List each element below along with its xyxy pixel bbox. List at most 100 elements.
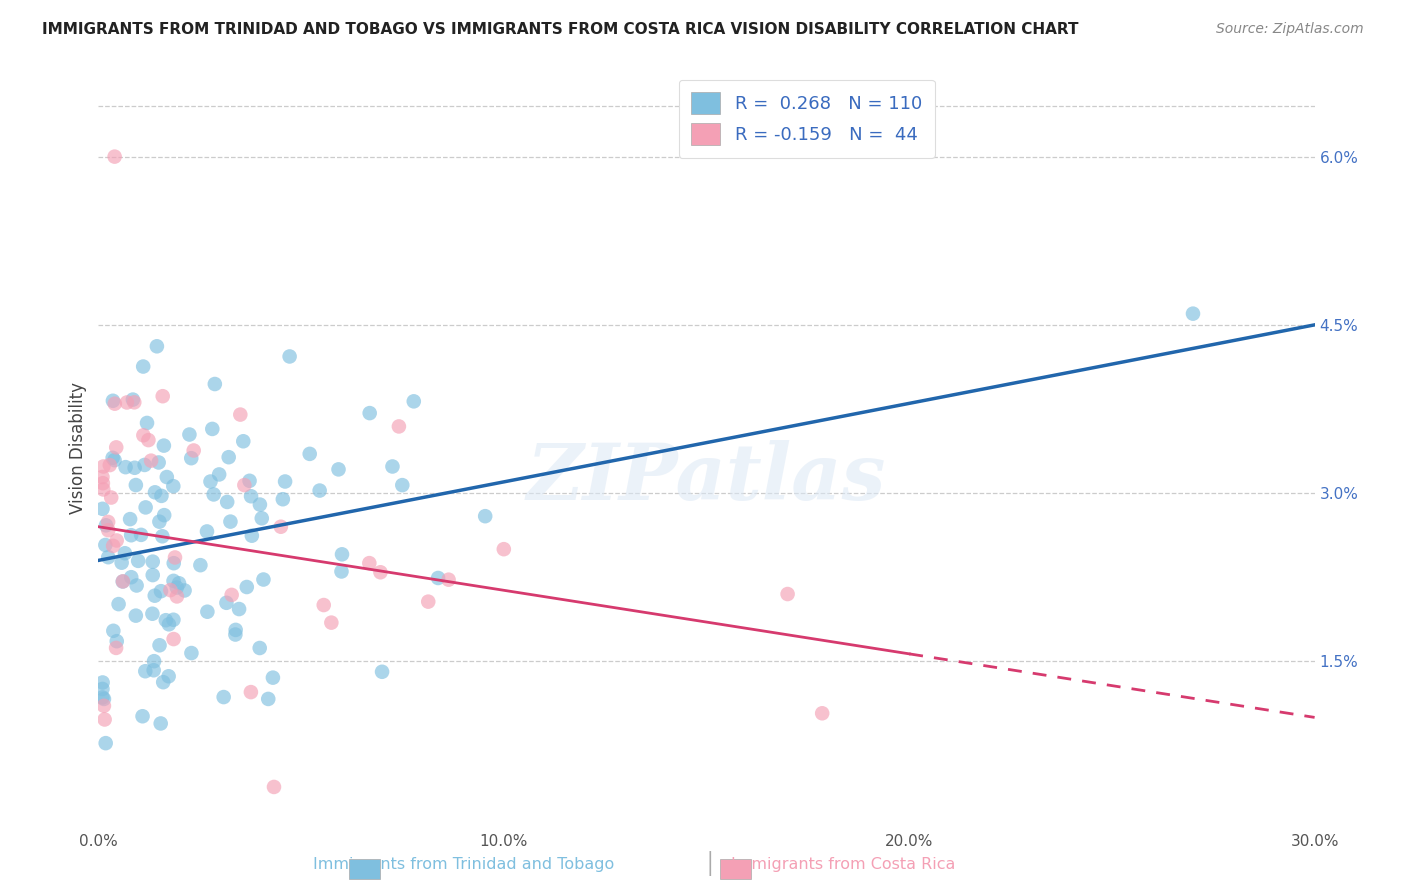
Point xyxy=(105,640,128,655)
Point xyxy=(148,515,170,529)
Point xyxy=(91,681,114,696)
Point xyxy=(143,589,166,603)
Point xyxy=(103,453,125,467)
Point xyxy=(162,479,184,493)
Point xyxy=(136,416,159,430)
Point xyxy=(127,554,149,568)
Point xyxy=(217,495,239,509)
Point xyxy=(330,565,353,579)
Point xyxy=(93,713,115,727)
Point xyxy=(132,428,155,442)
Point xyxy=(142,555,165,569)
Point xyxy=(159,583,181,598)
Point xyxy=(149,716,172,731)
Point xyxy=(201,422,224,436)
Text: │: │ xyxy=(704,851,716,876)
Point xyxy=(124,460,146,475)
Point xyxy=(278,350,301,364)
Point xyxy=(381,459,404,474)
Point xyxy=(252,573,274,587)
Point xyxy=(91,501,114,516)
Point xyxy=(134,664,156,678)
Point xyxy=(114,546,136,560)
Point xyxy=(142,568,165,582)
Point xyxy=(91,476,114,491)
Point xyxy=(388,419,411,434)
Point xyxy=(135,500,157,515)
Text: Immigrants from Costa Rica: Immigrants from Costa Rica xyxy=(731,857,956,872)
Point xyxy=(94,538,117,552)
Point xyxy=(402,394,425,409)
Point xyxy=(225,623,247,637)
Point xyxy=(105,533,128,548)
Point xyxy=(132,359,155,374)
Point xyxy=(312,598,335,612)
Point xyxy=(104,150,127,164)
Point xyxy=(224,627,246,641)
Point xyxy=(104,397,127,411)
Point xyxy=(94,736,117,750)
Point xyxy=(180,451,202,466)
Point xyxy=(150,584,173,599)
Point xyxy=(321,615,343,630)
Point xyxy=(221,588,243,602)
Point xyxy=(239,685,262,699)
Point xyxy=(150,489,173,503)
Point xyxy=(208,467,231,482)
Text: IMMIGRANTS FROM TRINIDAD AND TOBAGO VS IMMIGRANTS FROM COSTA RICA VISION DISABIL: IMMIGRANTS FROM TRINIDAD AND TOBAGO VS I… xyxy=(42,22,1078,37)
Point xyxy=(811,706,834,721)
Point xyxy=(166,581,188,595)
Point xyxy=(359,406,381,420)
Point xyxy=(139,453,162,467)
Point xyxy=(124,395,146,409)
Point xyxy=(93,459,115,474)
Point xyxy=(143,654,166,668)
Point xyxy=(270,520,292,534)
Point xyxy=(427,571,450,585)
Point xyxy=(150,529,173,543)
Point xyxy=(100,491,122,505)
Point xyxy=(101,450,124,465)
Point xyxy=(115,395,138,409)
Point xyxy=(202,487,225,501)
Point xyxy=(121,392,143,407)
Point xyxy=(167,576,190,591)
Point xyxy=(93,692,115,706)
Point xyxy=(101,539,124,553)
Point xyxy=(218,450,240,465)
Point xyxy=(120,528,142,542)
Point xyxy=(228,602,250,616)
Point xyxy=(105,634,128,648)
Point xyxy=(101,393,124,408)
Point xyxy=(148,638,170,652)
Point xyxy=(215,596,238,610)
Point xyxy=(103,624,125,638)
Point xyxy=(370,566,392,580)
Point xyxy=(97,523,120,537)
Point xyxy=(190,558,212,573)
Point xyxy=(257,692,280,706)
Point xyxy=(148,455,170,469)
Legend: R =  0.268   N = 110, R = -0.159   N =  44: R = 0.268 N = 110, R = -0.159 N = 44 xyxy=(679,79,935,158)
Point xyxy=(308,483,330,498)
Point xyxy=(200,475,222,489)
Text: Immigrants from Trinidad and Tobago: Immigrants from Trinidad and Tobago xyxy=(314,857,614,872)
Point xyxy=(105,441,128,455)
Point xyxy=(173,583,195,598)
Point xyxy=(219,515,242,529)
Point xyxy=(229,408,252,422)
Text: Source: ZipAtlas.com: Source: ZipAtlas.com xyxy=(1216,22,1364,37)
Point xyxy=(776,587,799,601)
Point xyxy=(129,528,152,542)
Point xyxy=(233,478,256,492)
Y-axis label: Vision Disability: Vision Disability xyxy=(69,383,87,514)
Point xyxy=(271,492,294,507)
Point xyxy=(163,550,186,565)
Point xyxy=(155,613,177,627)
Point xyxy=(152,389,174,403)
Point xyxy=(236,580,259,594)
Point xyxy=(183,443,205,458)
Point xyxy=(250,511,273,525)
Point xyxy=(94,518,117,533)
Point xyxy=(249,498,271,512)
